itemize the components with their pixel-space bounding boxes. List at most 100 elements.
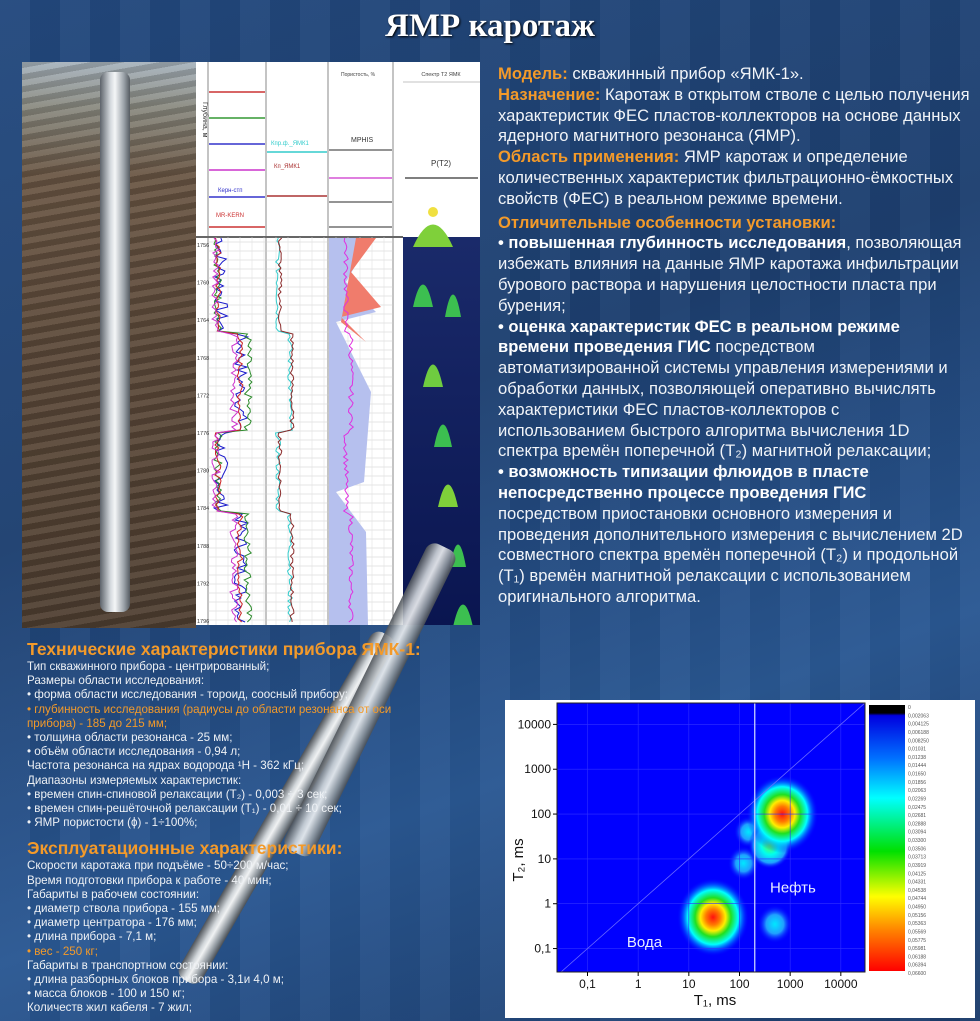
area-text: ЯМР каротаж и определение количественных…	[498, 147, 954, 208]
depth-tick: 1776	[197, 431, 209, 437]
specs-panel: Технические характеристики прибора ЯМК-1…	[27, 638, 467, 1016]
colorbar-label: 0	[908, 705, 911, 711]
depth-tick: 1756	[197, 243, 209, 249]
log-curve	[342, 237, 355, 623]
spec-line: • масса блоков - 100 и 150 кг;	[27, 987, 185, 1001]
ops-heading: Эксплуатационные характеристики:	[27, 838, 343, 859]
log-curve	[211, 237, 239, 623]
curve-label: Кп_ЯМК1	[274, 164, 301, 170]
spec-line: • объём области исследования - 0,94 л;	[27, 745, 241, 759]
heatmap-peak	[677, 878, 750, 957]
colorbar-label: 0,06394	[908, 963, 926, 969]
spectrum-peak	[453, 604, 473, 625]
colorbar-label: 0,02063	[908, 788, 926, 794]
colorbar-label: 0,006188	[908, 730, 929, 736]
area-label: Область применения:	[498, 147, 680, 167]
annotation-water: Вода	[627, 934, 663, 951]
feature-3-bold: • возможность типизации флюидов в пласте…	[498, 462, 869, 502]
page-title: ЯМР каротаж	[385, 8, 595, 44]
heatmap-layer	[557, 703, 865, 972]
spec-line: • ЯМР пористости (ϕ) - 1÷100%;	[27, 816, 198, 830]
spectrum-3d-peaks: Спектр T2 ЯМК P(T2)	[403, 72, 480, 625]
t1-t2-heatmap: 0,1 1 10 100 1000 10000 0,1 1 10 100 1000 10000 T₁, …	[510, 702, 929, 1009]
depth-tick: 1792	[197, 581, 209, 587]
colorbar-label: 0,06600	[908, 971, 926, 977]
spectrum-peak	[445, 294, 461, 317]
colorbar-label: 0,04331	[908, 880, 926, 886]
curve-label: Кпр.ф._ЯМК1	[271, 141, 310, 147]
model-paragraph: Модель: скважинный прибор «ЯМК-1».	[498, 64, 970, 85]
log-panel: Глубина, м Пористость, % Керн-стп MR-KERN Кп…	[196, 62, 403, 625]
log-curve	[274, 237, 294, 623]
colorbar-label: 0,01031	[908, 747, 926, 753]
plot-frame	[556, 702, 866, 973]
spec-line: • времен спин-спиновой релаксации (T₂) -…	[27, 787, 328, 801]
model-text: скважинный прибор «ЯМК-1».	[567, 64, 804, 83]
log-curve	[213, 237, 253, 623]
x-tick-label: 1000	[777, 977, 804, 991]
feature-1: • повышенная глубинность исследования, п…	[498, 233, 970, 316]
colorbar-label: 0,04950	[908, 905, 926, 911]
spec-line: • толщина области резонанса - 25 мм;	[27, 731, 233, 745]
spec-line: Количеств жил кабеля - 7 жил;	[27, 1001, 192, 1015]
column-header: Спектр T2 ЯМК	[421, 72, 461, 78]
purpose-paragraph: Назначение: Каротаж в открытом стволе с …	[498, 85, 970, 147]
colorbar-label: 0,02269	[908, 796, 926, 802]
spec-line: Тип скважинного прибора - центрированный…	[27, 660, 270, 673]
depth-tick: 1784	[197, 506, 209, 512]
colorbar-label: 0,01856	[908, 780, 926, 786]
depth-tick: 1788	[197, 544, 209, 550]
colorbar	[869, 705, 905, 971]
y-tick-label: 1	[544, 897, 551, 911]
colorbar-label: 0,01444	[908, 763, 926, 769]
colorbar-label: 0,02475	[908, 805, 926, 811]
spectrum-peak	[413, 284, 433, 307]
curve-label: Керн-стп	[218, 188, 242, 194]
depth-tick: 1796	[197, 619, 209, 625]
colorbar-label: 0,05981	[908, 946, 926, 952]
y-tick-label: 100	[531, 807, 551, 821]
colorbar-label: 0,01650	[908, 772, 926, 778]
x-tick-label: 1	[635, 977, 642, 991]
log-plot: Глубина, м Пористость, % Керн-стп MR-KERN Кп…	[196, 62, 403, 625]
y-tick-label: 0,1	[534, 942, 551, 956]
x-tick-label: 0,1	[579, 977, 596, 991]
purpose-label: Назначение:	[498, 84, 601, 104]
spec-line: Время подготовки прибора к работе - 40 м…	[27, 873, 272, 887]
spectrum-peak-top	[428, 207, 438, 217]
colorbar-label: 0,03713	[908, 855, 926, 861]
tool-photo	[22, 62, 196, 628]
spec-line: Размеры области исследования:	[27, 674, 205, 688]
spec-line: • диаметр центратора - 176 мм;	[27, 916, 197, 930]
colorbar-label: 0,03919	[908, 863, 926, 869]
porosity-fill	[329, 238, 376, 625]
colorbar-label: 0,03300	[908, 838, 926, 844]
feature-3-text: посредством приостановки основного измер…	[498, 503, 963, 606]
feature-1-bold: • повышенная глубинность исследования	[498, 233, 847, 253]
spec-line: прибора) - 185 до 215 мм;	[27, 716, 168, 730]
annotation-oil: Нефть	[770, 879, 816, 896]
log-curve	[277, 237, 295, 623]
logging-tool-image	[100, 72, 130, 612]
colorbar-label: 0,008250	[908, 738, 929, 744]
depth-tick: 1780	[197, 469, 209, 475]
diagonal-line	[560, 703, 865, 972]
colorbar-label: 0,03094	[908, 830, 926, 836]
colorbar-label: 0,04744	[908, 896, 926, 902]
colorbar-label: 0,01238	[908, 755, 926, 761]
y-tick-label: 1000	[524, 762, 551, 776]
curve-label: MR-KERN	[216, 213, 244, 219]
spec-line: • длина разборных блоков прибора - 3,1и …	[27, 973, 284, 987]
purpose-text: Каротаж в открытом стволе с целью получе…	[498, 84, 970, 146]
porosity-fill-red	[341, 238, 381, 342]
spec-line: Частота резонанса на ядрах водорода ¹H -…	[27, 759, 305, 773]
colorbar-label: 0,02681	[908, 813, 926, 819]
colorbar-label: 0,03506	[908, 846, 926, 852]
t2-spectrum-3d: Спектр T2 ЯМК P(T2)	[403, 62, 480, 625]
colorbar-label: 0,02888	[908, 821, 926, 827]
spec-line: Габариты в рабочем состоянии:	[27, 887, 200, 901]
colorbar-label: 0,05569	[908, 929, 926, 935]
description-panel: Модель: скважинный прибор «ЯМК-1». Назна…	[498, 64, 970, 608]
y-tick-label: 10000	[518, 717, 552, 731]
x-tick-label: 10000	[824, 977, 858, 991]
